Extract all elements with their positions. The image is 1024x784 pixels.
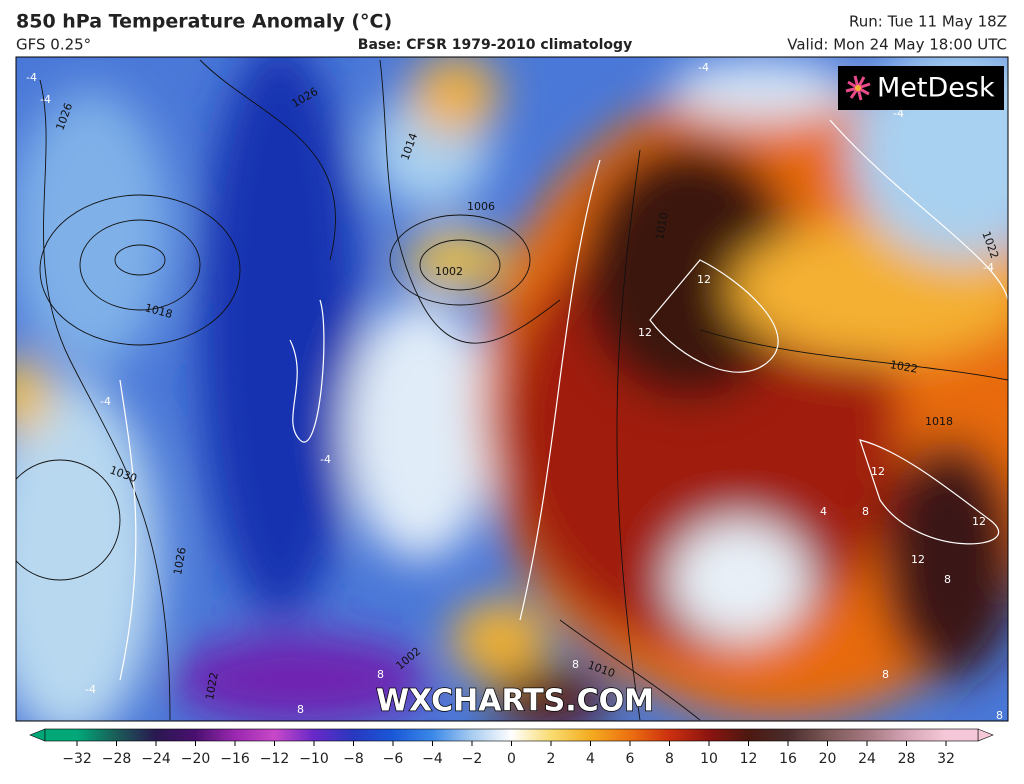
anomaly-label: 12 — [697, 273, 711, 286]
colorbar-tick-label: 28 — [898, 751, 916, 767]
valid: Valid: Mon 24 May 18:00 UTC — [787, 36, 1007, 54]
anomaly-label: 12 — [972, 515, 986, 528]
colorbar-high — [977, 728, 994, 742]
anomaly-label: 8 — [996, 709, 1003, 722]
anomaly-label: -4 — [40, 93, 51, 106]
anomaly-label: 8 — [944, 573, 951, 586]
colorbar-tick-label: −2 — [462, 751, 483, 767]
colorbar-tick-label: −12 — [260, 751, 290, 767]
anomaly-label: -4 — [698, 61, 709, 74]
colorbar-tick-label: 6 — [626, 751, 635, 767]
isobar-label: 1022 — [203, 671, 221, 701]
isobar-label: 1010 — [653, 211, 671, 241]
isobar-label: 1006 — [467, 200, 495, 213]
colorbar-tick-label: 16 — [779, 751, 797, 767]
base: Base: CFSR 1979-2010 climatology — [358, 37, 632, 53]
logo-icon — [845, 75, 871, 101]
colorbar-tick-label: 2 — [547, 751, 556, 767]
map-frame — [15, 56, 1009, 722]
logo: MetDesk — [877, 73, 995, 104]
anomaly-label: -4 — [983, 261, 994, 274]
colorbar-tick-label: 32 — [937, 751, 955, 767]
model: GFS 0.25° — [16, 36, 91, 54]
colorbar: −32 −28 −24 −20 −16 −12 −10 −8 −6 −4 −2 0 2 4 6 8 10 12 16… — [29, 728, 994, 767]
anomaly-label: 12 — [638, 326, 652, 339]
anomaly-label: 12 — [871, 465, 885, 478]
colorbar-tick-label: 20 — [819, 751, 837, 767]
run: Run: Tue 11 May 18Z — [849, 13, 1007, 31]
logo-box — [838, 66, 1004, 110]
isobar-label: 1018 — [925, 415, 953, 428]
isobar-label: 1026 — [171, 546, 189, 576]
anomaly-label: 8 — [572, 658, 579, 671]
anomaly-label: 8 — [862, 505, 869, 518]
anomaly-label: -4 — [320, 453, 331, 466]
colorbar-tick-label: 10 — [700, 751, 718, 767]
anomaly-label: 12 — [911, 553, 925, 566]
colorbar-tick-label: −24 — [141, 751, 171, 767]
anomaly-label: -4 — [100, 395, 111, 408]
anomaly-label: 8 — [882, 668, 889, 681]
colorbar-bar — [44, 728, 979, 742]
colorbar-tick-label: −32 — [62, 751, 92, 767]
colorbar-tick-label: 12 — [740, 751, 758, 767]
anomaly-label: -4 — [26, 71, 37, 84]
anomaly-label: 8 — [297, 703, 304, 716]
colorbar-tick-label: −20 — [181, 751, 211, 767]
colorbar-low — [29, 728, 46, 742]
isobar-label: 1002 — [435, 265, 463, 278]
colorbar-tick-label: −8 — [343, 751, 364, 767]
colorbar-tick-label: −28 — [102, 751, 132, 767]
colorbar-tick-label: 24 — [858, 751, 876, 767]
anomaly-label: -4 — [85, 683, 96, 696]
watermark: WXCHARTS.COM — [376, 684, 654, 719]
title: 850 hPa Temperature Anomaly (°C) — [16, 11, 392, 33]
anomaly-label: 8 — [377, 668, 384, 681]
anomaly-label: 4 — [820, 505, 827, 518]
colorbar-tick-label: 8 — [665, 751, 674, 767]
colorbar-tick-label: −6 — [383, 751, 404, 767]
anomaly-label: -4 — [893, 107, 904, 120]
colorbar-tick-label: 4 — [586, 751, 595, 767]
colorbar-tick-label: −10 — [299, 751, 329, 767]
colorbar-tick-label: −16 — [220, 751, 250, 767]
isobar-label: 1022 — [889, 358, 919, 376]
colorbar-tick-label: 0 — [507, 751, 516, 767]
colorbar-tick-label: −4 — [422, 751, 443, 767]
map: 1026 1026 1014 1006 1002 1018 1030 1026 … — [16, 57, 1008, 722]
